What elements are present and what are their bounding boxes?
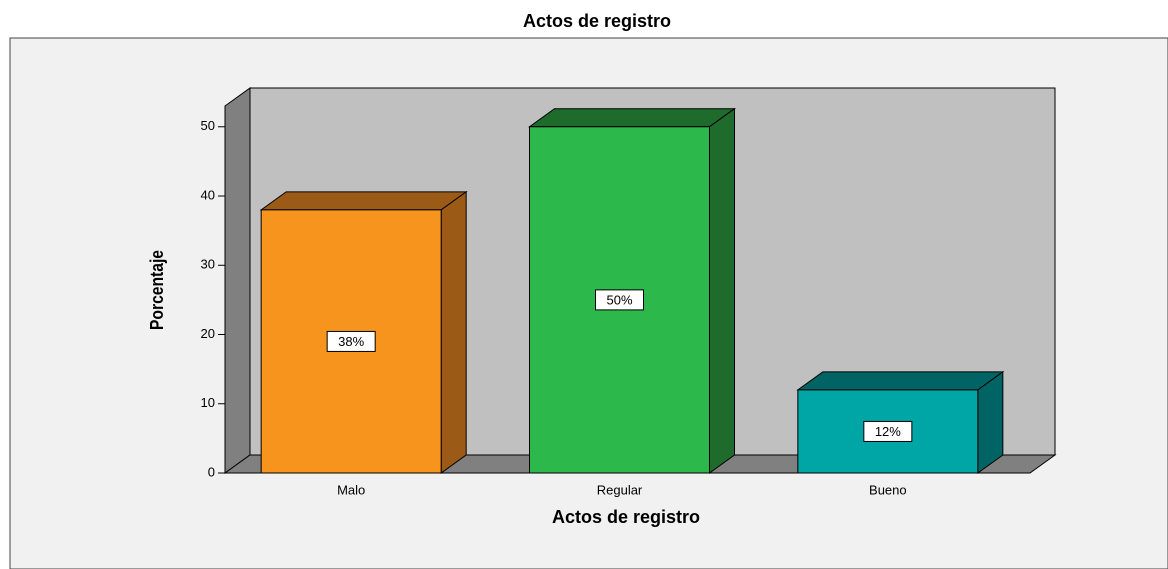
y-tick-label: 20 <box>201 326 215 341</box>
bar-top <box>527 108 737 128</box>
y-tick-label: 50 <box>201 118 215 133</box>
x-tick-label: Bueno <box>869 482 907 497</box>
y-tick-label: 10 <box>201 395 215 410</box>
y-tick-label: 0 <box>208 464 215 479</box>
bar-top <box>259 191 468 211</box>
y-axis-label: Porcentaje <box>147 250 167 330</box>
left-wall <box>224 87 251 474</box>
y-tick-label: 30 <box>201 257 215 272</box>
value-label-box <box>326 330 376 352</box>
value-label: 50% <box>606 292 632 307</box>
value-label-box <box>863 420 913 442</box>
bar-side <box>709 107 735 474</box>
bar-top <box>796 371 1005 391</box>
x-tick-label: Malo <box>337 482 365 497</box>
bar-side <box>440 190 467 474</box>
chart-title: Actos de registro <box>523 11 671 31</box>
value-label-box <box>595 289 644 311</box>
value-label: 38% <box>338 334 364 349</box>
value-label: 12% <box>875 424 901 439</box>
y-tick-label: 40 <box>201 187 215 202</box>
x-tick-label: Regular <box>597 482 643 497</box>
bar-side <box>977 370 1004 474</box>
x-axis-label: Actos de registro <box>552 507 700 527</box>
